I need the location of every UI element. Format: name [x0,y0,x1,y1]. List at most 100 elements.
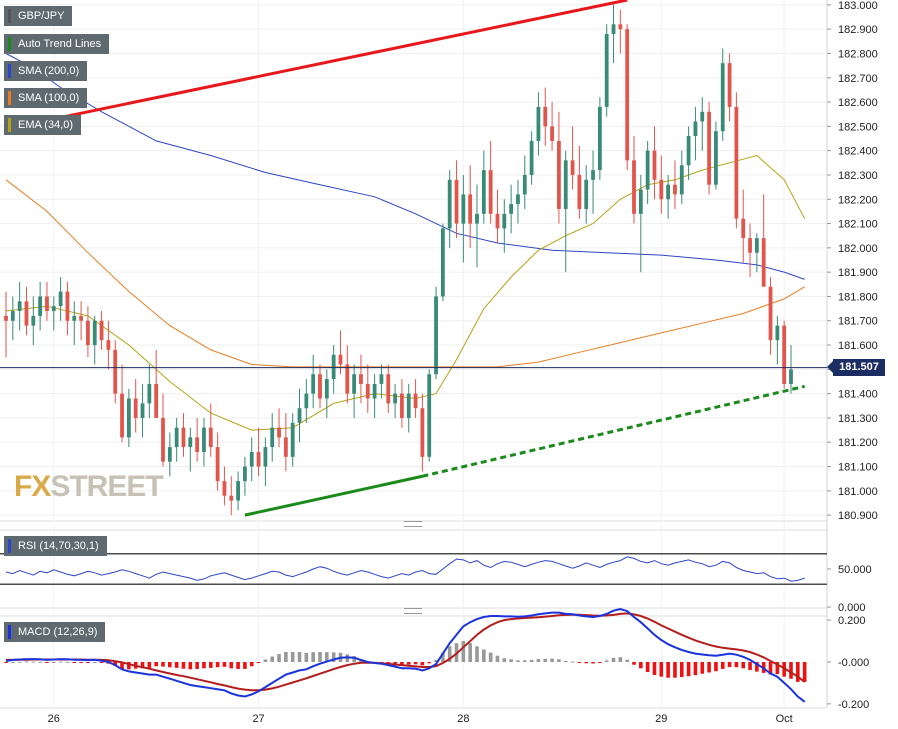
rsi-tick-label: 50.000 [838,564,872,576]
macd-histogram-bar [639,662,643,669]
candle-body [529,140,534,175]
x-tick-label: 28 [457,713,469,725]
macd-histogram-bar [127,662,131,670]
macd-histogram-bar [550,658,554,662]
macd-histogram-bar [502,658,507,662]
macd-histogram-bar [297,651,302,662]
candle-body [352,374,357,394]
y-tick-label: 181.700 [838,316,878,328]
macd-histogram-bar [475,646,479,662]
macd-histogram-bar [666,662,670,678]
macd-histogram-bar [570,661,575,663]
x-tick-label: 29 [655,713,667,725]
legend-macd[interactable]: MACD (12,26,9) [4,622,106,642]
candle-body [400,393,404,418]
candle-body [461,194,466,224]
macd-histogram-bar [181,662,186,669]
y-tick-label: 182.700 [838,73,878,85]
macd-histogram-bar [734,662,739,668]
legend-symbol[interactable]: GBP/JPY [4,6,73,26]
legend-ema34[interactable]: EMA (34,0) [4,115,82,135]
candle-body [386,374,391,404]
macd-histogram-bar [229,662,234,669]
candle-body [754,238,759,253]
legend-symbol-label: GBP/JPY [18,10,65,22]
candle-body [714,131,718,185]
panel-resize-handle[interactable] [404,521,422,527]
candle-body [120,393,124,438]
macd-histogram-bar [202,662,206,669]
candle-body [229,495,234,501]
macd-histogram-bar [236,662,240,669]
candle-body [420,408,425,457]
macd-histogram-bar [700,662,705,674]
macd-histogram-bar [427,662,432,664]
macd-histogram-bar [420,662,425,666]
y-tick-label: 181.200 [838,437,878,449]
macd-histogram-bar [522,660,527,662]
candle-body [434,296,438,375]
candle-body [673,184,677,195]
candle-body [154,383,159,418]
candle-body [174,427,179,448]
macd-histogram-bar [318,651,322,662]
candle-body [277,427,281,438]
macd-histogram-bar [72,662,77,663]
macd-histogram-bar [270,656,275,662]
macd-histogram-bar [4,662,8,664]
candle-body [202,427,206,452]
candle-body [304,393,309,409]
y-tick-label: 182.200 [838,194,878,206]
macd-histogram-bar [325,652,329,662]
candle-body [591,170,595,180]
candle-body [666,184,671,200]
macd-histogram-bar [495,655,500,662]
legend-macd-label: MACD (12,26,9) [18,626,98,638]
macd-histogram-bar [92,662,97,663]
indicator-line [5,53,805,280]
candle-body [24,301,29,326]
macd-histogram-bar [406,662,411,665]
macd-histogram-bar [86,662,90,663]
macd-histogram-bar [277,654,281,662]
x-tick-label: 27 [252,713,264,725]
candle-body [270,427,275,448]
candle-body [86,320,90,346]
candle-body [693,121,698,137]
candle-body [17,301,22,312]
macd-histogram-bar [727,662,732,668]
candle-body [324,379,329,399]
candle-body [597,106,602,171]
indicator-line [5,179,805,368]
macd-histogram-bar [543,658,548,662]
candle-body [679,165,684,195]
candle-body [536,106,541,141]
x-tick-label: Oct [776,713,793,725]
macd-line [5,607,806,703]
panel-resize-handle[interactable] [404,608,422,614]
macd-histogram-bar [618,657,623,662]
legend-sma200[interactable]: SMA (200,0) [4,61,88,81]
candle-body [65,291,70,321]
candle-body [338,354,343,365]
legend-trend-lines[interactable]: Auto Trend Lines [4,34,110,54]
candle-body [133,398,138,418]
macd-histogram-bar [38,661,42,663]
candle-body [393,393,397,404]
y-tick-label: 181.900 [838,267,878,279]
macd-signal-line [6,612,806,692]
macd-histogram-bar [215,662,220,668]
macd-histogram-bar [789,662,793,679]
candle-body [632,160,636,214]
candle-body [92,320,97,346]
macd-histogram-bar [24,661,29,663]
macd-histogram-bar [693,662,698,676]
candle-body [188,437,193,448]
candle-body [543,106,548,127]
candle-body [79,315,83,321]
y-tick-label: 182.000 [838,243,878,255]
candle-body [222,481,227,496]
macd-histogram-bar [441,652,445,662]
legend-sma100[interactable]: SMA (100,0) [4,88,88,108]
legend-rsi[interactable]: RSI (14,70,30,1) [4,536,107,556]
